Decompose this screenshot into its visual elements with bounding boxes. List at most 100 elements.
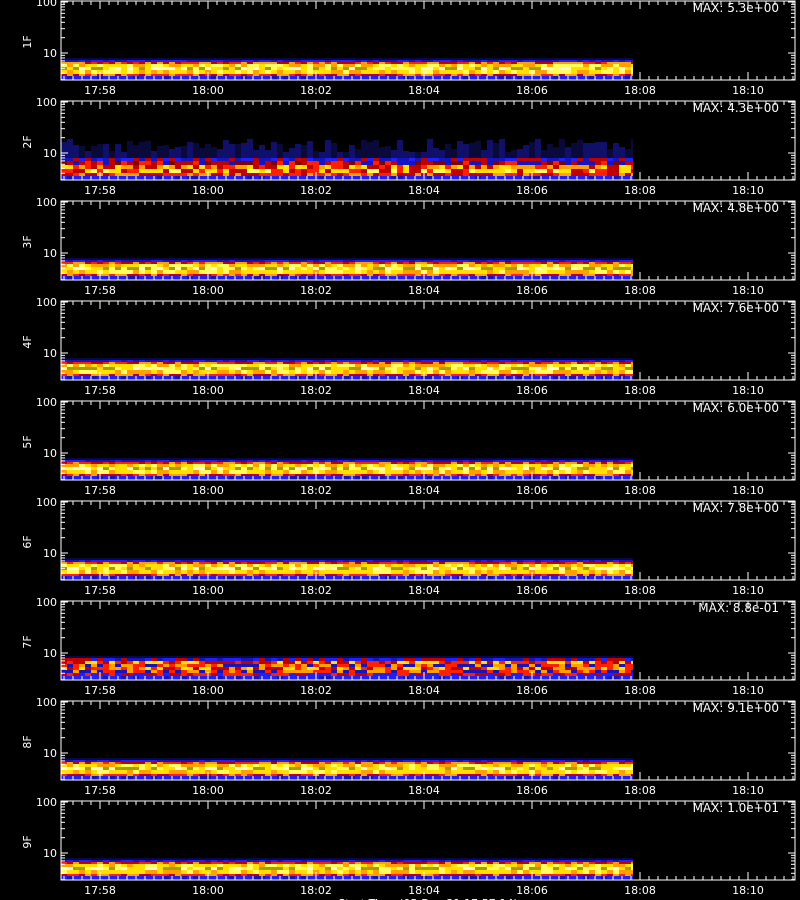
heat-cell <box>361 462 367 464</box>
heat-cell <box>559 258 565 260</box>
heat-cell <box>511 262 517 264</box>
heat-cell <box>457 474 463 476</box>
heat-cell <box>457 360 463 362</box>
heat-cell <box>601 364 607 367</box>
heat-cell <box>217 260 223 262</box>
heat-cell <box>619 362 625 364</box>
heat-cell <box>481 176 487 180</box>
heat-cell <box>61 264 67 267</box>
heat-cell <box>169 464 175 467</box>
heat-cell <box>133 370 139 374</box>
heat-cell <box>313 462 319 464</box>
heat-cell <box>379 462 385 464</box>
heat-cell <box>301 374 307 376</box>
heat-cell <box>529 258 535 260</box>
heat-cell <box>217 58 223 60</box>
heat-cell <box>469 364 475 367</box>
heat-cell <box>475 374 481 376</box>
heat-cell <box>103 464 109 467</box>
heat-cell <box>475 358 481 360</box>
heat-cell <box>85 76 91 80</box>
heat-cell <box>199 364 205 367</box>
heat-cell <box>103 270 109 274</box>
heat-cell <box>499 169 505 173</box>
heat-cell <box>409 64 415 67</box>
heat-cell <box>199 70 205 74</box>
heat-cell <box>589 462 595 464</box>
heat-cell <box>313 258 319 260</box>
heat-cell <box>199 67 205 70</box>
heat-cell <box>121 464 127 467</box>
heat-cell <box>481 362 487 364</box>
heat-cell <box>211 474 217 476</box>
y-tick-label: 100 <box>36 396 57 409</box>
heat-cell <box>505 370 511 374</box>
heat-cell <box>91 562 97 564</box>
heat-cell <box>169 67 175 70</box>
heat-cell <box>175 260 181 262</box>
heat-cell <box>475 362 481 364</box>
heat-cell <box>265 362 271 364</box>
heat-cell <box>283 262 289 264</box>
heat-cell <box>511 62 517 64</box>
heat-cell <box>379 158 385 161</box>
heat-cell <box>157 464 163 467</box>
heat-cell <box>625 467 631 470</box>
heat-cell <box>241 364 247 367</box>
heat-cell <box>241 173 247 176</box>
heat-cell <box>577 470 583 474</box>
heat-cell <box>571 74 577 76</box>
heat-cell <box>493 458 499 460</box>
heat-cell <box>157 460 163 462</box>
heat-cell <box>115 67 121 70</box>
heat-cell <box>631 362 633 364</box>
heat-cell <box>193 367 199 370</box>
heat-cell <box>67 567 73 570</box>
heat-cell <box>601 64 607 67</box>
heat-cell <box>307 276 313 280</box>
heat-cell <box>607 176 613 180</box>
heat-cell <box>253 470 259 474</box>
heat-cell <box>571 165 577 169</box>
heat-cell <box>325 362 331 364</box>
heat-cell <box>307 74 313 76</box>
heat-cell <box>193 274 199 276</box>
x-tick-label: 18:02 <box>300 384 332 397</box>
heat-cell <box>175 374 181 376</box>
heat-cell <box>325 173 331 176</box>
heat-cell <box>103 58 109 60</box>
heat-cell <box>241 464 247 467</box>
heat-cell <box>247 262 253 264</box>
heat-cell <box>595 173 601 176</box>
heat-cell <box>67 464 73 467</box>
heat-cell <box>73 64 79 67</box>
heat-cell <box>127 564 133 567</box>
heat-cell <box>217 376 223 380</box>
heat-cell <box>541 60 547 62</box>
heat-cell <box>283 76 289 80</box>
heat-cell <box>409 374 415 376</box>
heat-cell <box>241 58 247 60</box>
heat-cell <box>409 464 415 467</box>
heat-cell <box>439 367 445 370</box>
heat-cell <box>379 267 385 270</box>
heat-cell <box>61 564 67 567</box>
heat-cell <box>139 374 145 376</box>
heat-cell <box>403 362 409 364</box>
heat-cell <box>73 370 79 374</box>
heat-cell <box>625 74 631 76</box>
heat-cell <box>301 364 307 367</box>
heat-cell <box>631 64 633 67</box>
heat-cell <box>625 370 631 374</box>
heat-cell <box>85 169 91 173</box>
heat-cell <box>541 64 547 67</box>
heat-cell <box>139 476 145 480</box>
heat-cell <box>397 270 403 274</box>
heat-cell <box>247 260 253 262</box>
heat-cell <box>445 158 451 161</box>
heat-cell <box>109 360 115 362</box>
heat-cell <box>325 374 331 376</box>
heat-cell <box>181 161 187 165</box>
heat-cell <box>319 360 325 362</box>
heat-cell <box>589 267 595 270</box>
